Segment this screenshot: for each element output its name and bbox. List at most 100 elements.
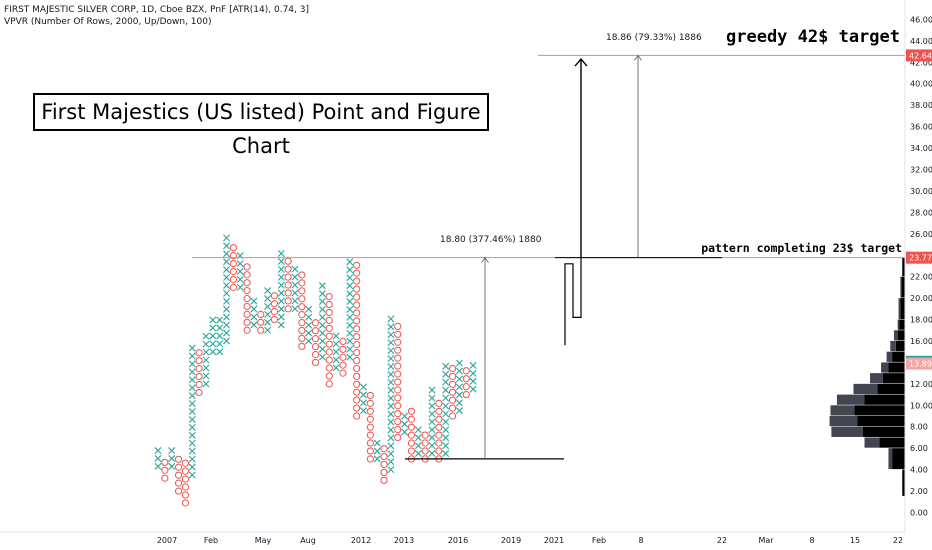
- pnf-o-mark: [243, 302, 251, 311]
- pnf-o-mark: [353, 269, 361, 277]
- volume-bar-gray: [853, 383, 878, 395]
- pnf-x-column: [236, 252, 244, 291]
- pnf-x-mark: [209, 340, 217, 348]
- pnf-x-mark: [373, 455, 381, 463]
- pnf-o-mark: [448, 412, 457, 420]
- pnf-x-mark: [168, 462, 176, 470]
- pnf-x-mark: [428, 394, 436, 402]
- pnf-x-mark: [264, 302, 272, 310]
- pattern-target-label[interactable]: pattern completing 23$ target: [701, 241, 902, 255]
- measure-label-2[interactable]: 18.86 (79.33%) 1886: [606, 33, 702, 43]
- measure-label-1[interactable]: 18.80 (377.46%) 1880: [440, 235, 542, 245]
- pnf-x-mark: [373, 439, 381, 447]
- pnf-x-mark: [387, 450, 395, 458]
- price-badge-label: 13.89: [909, 360, 932, 369]
- pnf-o-mark: [243, 279, 251, 287]
- pnf-o-mark: [353, 277, 361, 285]
- volume-bar-dark: [892, 448, 905, 470]
- pnf-x-mark: [291, 297, 299, 305]
- pnf-x-mark: [154, 447, 162, 455]
- time-axis[interactable]: 2007 Feb May Aug 2012 2013 2016 2019 2021 Feb 8 22 M…: [0, 531, 905, 545]
- pnf-o-mark: [353, 301, 361, 309]
- pnf-x-mark: [202, 340, 210, 348]
- pnf-o-column: [311, 319, 320, 367]
- pnf-x-mark: [154, 454, 162, 462]
- price-tick-label: 46.00: [910, 15, 932, 24]
- volume-bar-dark: [857, 416, 905, 427]
- pnf-o-mark: [311, 350, 320, 359]
- pnf-x-mark: [387, 363, 395, 370]
- pnf-o-mark: [284, 305, 292, 313]
- pnf-o-mark: [243, 310, 251, 318]
- time-tick-label: Feb: [592, 536, 606, 545]
- pnf-o-mark: [339, 345, 347, 353]
- chart-title-box[interactable]: First Majestics (US listed) Point and Fi…: [33, 93, 489, 158]
- pnf-x-mark: [387, 323, 395, 331]
- pnf-o-column: [174, 455, 183, 495]
- pnf-o-mark: [353, 285, 361, 293]
- pnf-x-mark: [442, 410, 450, 418]
- volume-bar-gray: [881, 362, 889, 373]
- volume-bar-gray: [829, 416, 858, 427]
- pnf-x-mark: [188, 415, 196, 423]
- greedy-target-label[interactable]: greedy 42$ target: [726, 27, 900, 47]
- pnf-x-mark: [401, 412, 409, 420]
- pnf-x-mark: [469, 369, 477, 377]
- pnf-o-mark: [366, 415, 374, 423]
- pnf-x-column: [264, 287, 272, 334]
- pnf-o-column: [229, 244, 237, 291]
- price-tick-label: 8.00: [910, 423, 928, 432]
- pnf-x-mark: [387, 331, 395, 339]
- pnf-o-mark: [229, 252, 237, 260]
- pnf-o-mark: [284, 265, 292, 273]
- pnf-o-mark: [174, 487, 183, 495]
- pnf-o-mark: [243, 263, 251, 271]
- pnf-x-mark: [202, 356, 210, 364]
- pnf-x-mark: [305, 313, 313, 321]
- pnf-x-mark: [188, 408, 196, 416]
- pnf-o-mark: [394, 338, 402, 346]
- pnf-o-mark: [325, 332, 333, 340]
- pnf-o-mark: [284, 273, 292, 281]
- pnf-o-column: [325, 292, 333, 388]
- pnf-x-mark: [318, 313, 326, 321]
- pnf-x-mark: [223, 337, 230, 345]
- price-tick-label: 30.00: [910, 187, 932, 196]
- pnf-o-mark: [353, 380, 361, 388]
- pnf-x-mark: [346, 305, 354, 313]
- pnf-o-mark: [421, 431, 429, 439]
- volume-bar-gray: [830, 405, 855, 416]
- measure-arrowhead-1: [481, 256, 489, 263]
- pnf-x-mark: [291, 265, 299, 273]
- pnf-x-column: [216, 316, 224, 356]
- pnf-o-mark: [394, 322, 402, 331]
- pnf-o-mark: [270, 315, 279, 324]
- pnf-o-mark: [311, 327, 320, 335]
- pnf-o-mark: [407, 439, 416, 447]
- time-tick-label: 8: [638, 536, 643, 545]
- pnf-x-mark: [332, 340, 340, 348]
- price-tick-label: 18.00: [910, 316, 932, 325]
- pnf-x-mark: [373, 447, 381, 455]
- price-tick-label: 36.00: [910, 123, 932, 132]
- symbol-header[interactable]: FIRST MAJESTIC SILVER CORP, 1D, Cboe BZX…: [4, 5, 309, 15]
- pnf-o-column: [195, 349, 203, 397]
- pnf-x-mark: [223, 274, 230, 282]
- pnf-x-mark: [387, 426, 395, 434]
- pnf-x-mark: [387, 466, 395, 474]
- indicator-header[interactable]: VPVR (Number Of Rows, 2000, Up/Down, 100…: [4, 17, 212, 27]
- pnf-x-mark: [188, 376, 196, 384]
- pnf-x-mark: [209, 316, 217, 324]
- pnf-o-mark: [366, 439, 374, 447]
- pnf-o-mark: [325, 308, 333, 317]
- pnf-o-mark: [366, 447, 374, 455]
- pnf-o-mark: [161, 458, 169, 466]
- pnf-x-mark: [428, 442, 436, 450]
- pnf-o-column: [298, 271, 306, 350]
- pnf-x-mark: [202, 380, 210, 388]
- volume-bar-gray: [900, 276, 902, 298]
- pnf-o-mark: [229, 267, 237, 276]
- pnf-o-mark: [243, 294, 251, 303]
- price-axis[interactable]: 0.002.004.006.008.0010.0012.0014.0016.00…: [904, 0, 932, 532]
- pnf-o-mark: [435, 399, 443, 407]
